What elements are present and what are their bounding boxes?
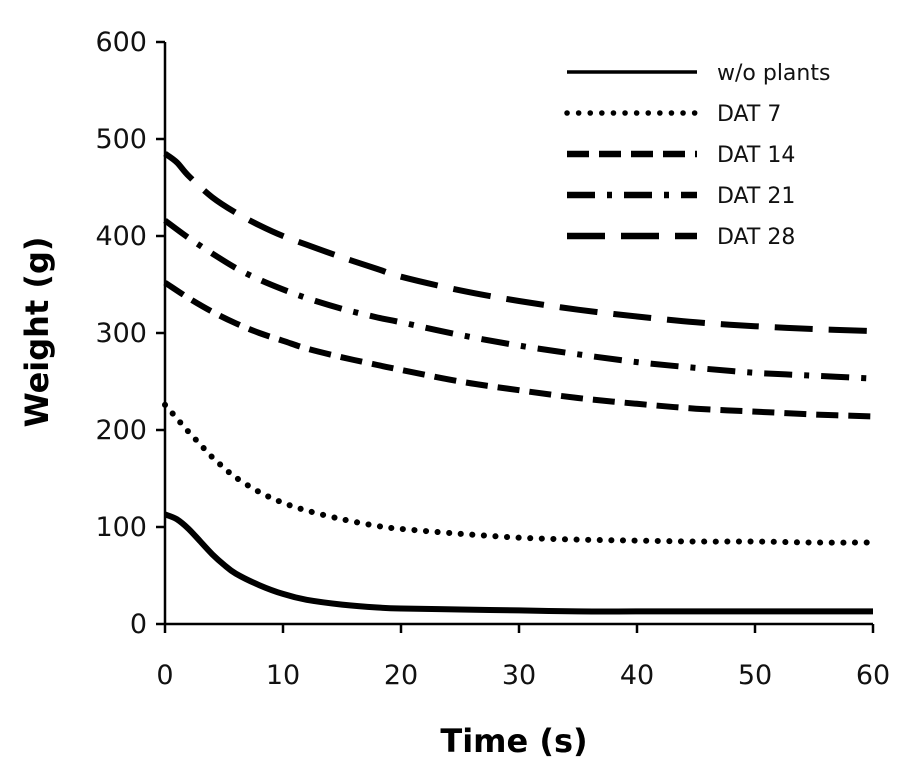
legend-label-dat-7: DAT 7 xyxy=(717,102,781,127)
series-group xyxy=(162,151,876,615)
x-tick-label: 20 xyxy=(384,660,418,691)
y-tick-label: 500 xyxy=(95,124,147,155)
y-axis-title: Weight (g) xyxy=(18,236,56,427)
x-tick-label: 30 xyxy=(502,660,536,691)
y-tick-label: 400 xyxy=(95,221,147,252)
series-line-w-o-plants xyxy=(163,511,873,615)
legend-label-dat-14: DAT 14 xyxy=(717,143,795,168)
legend-label-dat-28: DAT 28 xyxy=(717,225,795,250)
y-tick-label: 100 xyxy=(95,512,147,543)
series-line-dat-7 xyxy=(162,401,876,546)
legend-label-dat-21: DAT 21 xyxy=(717,184,795,209)
x-axis-title: Time (s) xyxy=(440,722,587,760)
x-tick-label: 50 xyxy=(738,660,772,691)
x-tick-label: 10 xyxy=(266,660,300,691)
y-tick-label: 300 xyxy=(95,318,147,349)
legend: w/o plants DAT 7 DAT 14 DAT 21 DAT 28 xyxy=(564,61,830,250)
y-tick-label: 0 xyxy=(130,609,147,640)
series-line-dat-21 xyxy=(163,218,874,382)
series-line-dat-28 xyxy=(163,151,874,335)
legend-label-w-o-plants: w/o plants xyxy=(717,61,830,86)
y-tick-label: 600 xyxy=(95,27,147,58)
axes: 0 100 200 300 400 500 600 0 10 20 30 40 50 60 xyxy=(95,27,890,691)
y-tick-label: 200 xyxy=(95,415,147,446)
series-line-dat-14 xyxy=(163,280,874,420)
x-tick-label: 60 xyxy=(856,660,890,691)
x-tick-label: 0 xyxy=(156,660,173,691)
x-tick-label: 40 xyxy=(620,660,654,691)
